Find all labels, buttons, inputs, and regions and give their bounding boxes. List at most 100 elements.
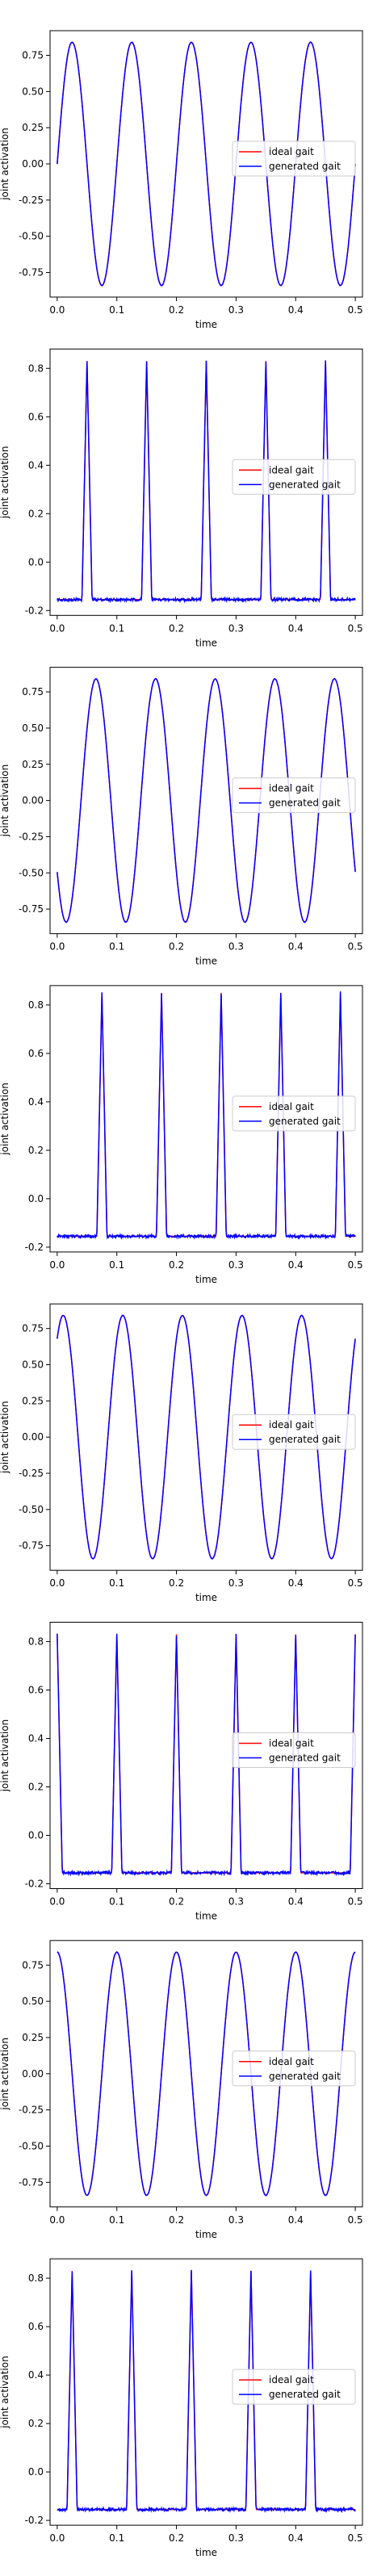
legend-box bbox=[232, 2050, 356, 2087]
legend-box bbox=[232, 459, 356, 495]
y-tick-label: 0.25 bbox=[22, 122, 44, 133]
x-tick-label: 0.3 bbox=[228, 2532, 244, 2544]
legend: ideal gait generated gait bbox=[232, 1414, 356, 1450]
x-tick-label: 0.4 bbox=[288, 1577, 304, 1589]
legend-ideal-label: ideal gait bbox=[269, 1419, 314, 1430]
x-tick-label: 0.3 bbox=[228, 304, 244, 316]
x-tick-label: 0.3 bbox=[228, 941, 244, 953]
y-axis-label: joint activation bbox=[0, 764, 10, 838]
y-tick-label: -0.75 bbox=[19, 1540, 44, 1552]
x-tick-label: 0.1 bbox=[109, 2214, 124, 2226]
x-axis-label: time bbox=[195, 2547, 217, 2558]
x-tick-label: 0.1 bbox=[109, 622, 124, 634]
x-tick-label: 0.0 bbox=[49, 2532, 65, 2544]
x-tick-label: 0.3 bbox=[228, 1577, 244, 1589]
generated-gait-line bbox=[57, 41, 356, 287]
y-tick-label: 0.4 bbox=[28, 1096, 44, 1108]
chart-panel-7: 0.75 0.50 0.25 0.00 -0.25 -0.50 -0.75 0.0 0.1 0.2… bbox=[0, 1940, 363, 2240]
y-axis-label: joint activation bbox=[0, 1083, 10, 1156]
x-tick-label: 0.0 bbox=[49, 2214, 65, 2226]
x-tick-label: 0.2 bbox=[169, 622, 184, 634]
x-tick-label: 0.3 bbox=[228, 622, 244, 634]
legend-box bbox=[232, 1095, 356, 1132]
plot-frame bbox=[49, 985, 363, 1253]
generated-gait-line bbox=[57, 2269, 356, 2514]
legend: ideal gait generated gait bbox=[232, 140, 356, 177]
y-tick-label: -0.75 bbox=[19, 2176, 44, 2188]
x-tick-label: 0.2 bbox=[169, 1577, 184, 1589]
legend-ideal-label: ideal gait bbox=[269, 2056, 314, 2067]
x-tick-label: 0.1 bbox=[109, 941, 124, 953]
plot-frame bbox=[49, 30, 363, 298]
generated-gait-line bbox=[57, 1314, 356, 1560]
x-tick-label: 0.2 bbox=[169, 2532, 184, 2544]
legend-box bbox=[232, 1732, 356, 1768]
generated-gait-line bbox=[57, 360, 356, 604]
chart-panel-5: 0.75 0.50 0.25 0.00 -0.25 -0.50 -0.75 0.0 0.1 0.2… bbox=[0, 1303, 363, 1603]
x-tick-label: 0.1 bbox=[109, 1259, 124, 1271]
y-tick-label: 0.4 bbox=[28, 459, 44, 471]
legend-generated-label: generated gait bbox=[269, 2389, 341, 2400]
legend-ideal-label: ideal gait bbox=[269, 146, 314, 157]
legend: ideal gait generated gait bbox=[232, 777, 356, 814]
x-tick-label: 0.1 bbox=[109, 304, 124, 316]
y-axis-label: joint activation bbox=[0, 128, 10, 201]
chart-panel-4: 0.8 0.6 0.4 0.2 0.0 -0.2 0.0 0.1 0.2 0.3 0.4 0.5 tim… bbox=[0, 985, 363, 1285]
x-tick-label: 0.4 bbox=[288, 2214, 304, 2226]
y-tick-label: 0.8 bbox=[28, 362, 44, 374]
y-tick-label: 0.50 bbox=[22, 723, 44, 734]
legend-box bbox=[232, 140, 356, 177]
y-tick-label: 0.4 bbox=[28, 1733, 44, 1745]
x-tick-label: 0.4 bbox=[288, 1896, 304, 1908]
y-tick-label: -0.75 bbox=[19, 267, 44, 279]
legend: ideal gait generated gait bbox=[232, 2050, 356, 2087]
x-tick-label: 0.2 bbox=[169, 2214, 184, 2226]
y-tick-label: 0.8 bbox=[28, 1636, 44, 1648]
y-tick-label: 0.50 bbox=[22, 1359, 44, 1371]
generated-gait-line bbox=[57, 1950, 356, 2197]
x-tick-label: 0.5 bbox=[348, 2532, 363, 2544]
y-tick-label: -0.2 bbox=[25, 2515, 44, 2526]
y-tick-label: 0.6 bbox=[28, 2321, 44, 2332]
generated-gait-line bbox=[57, 991, 356, 1241]
x-tick-label: 0.1 bbox=[109, 1577, 124, 1589]
x-tick-label: 0.2 bbox=[169, 941, 184, 953]
legend: ideal gait generated gait bbox=[232, 1095, 356, 1132]
y-axis-label: joint activation bbox=[0, 2038, 10, 2111]
y-tick-label: 0.00 bbox=[22, 2068, 44, 2080]
chart-panel-3: 0.75 0.50 0.25 0.00 -0.25 -0.50 -0.75 0.0 0.1 0.2… bbox=[0, 667, 363, 967]
plot-frame bbox=[49, 2258, 363, 2526]
y-tick-label: -0.25 bbox=[19, 831, 44, 842]
y-tick-label: 0.50 bbox=[22, 86, 44, 97]
y-tick-label: 0.2 bbox=[28, 1782, 44, 1793]
y-tick-label: -0.50 bbox=[19, 2140, 44, 2151]
x-tick-label: 0.3 bbox=[228, 2214, 244, 2226]
x-tick-label: 0.4 bbox=[288, 622, 304, 634]
x-tick-label: 0.1 bbox=[109, 2532, 124, 2544]
x-tick-label: 0.5 bbox=[348, 622, 363, 634]
y-tick-label: -0.25 bbox=[19, 195, 44, 206]
legend-generated-label: generated gait bbox=[269, 479, 341, 490]
y-tick-label: 0.6 bbox=[28, 1048, 44, 1059]
x-tick-label: 0.2 bbox=[169, 304, 184, 316]
y-tick-label: -0.25 bbox=[19, 2105, 44, 2116]
y-axis-label: joint activation bbox=[0, 1719, 10, 1793]
chart-panel-2: 0.8 0.6 0.4 0.2 0.0 -0.2 0.0 0.1 0.2 0.3 0.4 0.5 tim… bbox=[0, 348, 363, 648]
x-tick-label: 0.0 bbox=[49, 622, 65, 634]
x-tick-label: 0.4 bbox=[288, 1259, 304, 1271]
legend-generated-label: generated gait bbox=[269, 798, 341, 809]
x-tick-label: 0.5 bbox=[348, 1577, 363, 1589]
x-tick-label: 0.2 bbox=[169, 1896, 184, 1908]
y-tick-label: -0.2 bbox=[25, 1242, 44, 1253]
generated-gait-line bbox=[57, 1633, 356, 1877]
x-tick-label: 0.2 bbox=[169, 1259, 184, 1271]
y-tick-label: 0.75 bbox=[22, 686, 44, 697]
y-tick-label: 0.6 bbox=[28, 411, 44, 422]
x-axis-label: time bbox=[195, 1274, 217, 1285]
legend-generated-label: generated gait bbox=[269, 1753, 341, 1764]
y-tick-label: 0.2 bbox=[28, 2418, 44, 2429]
y-axis-label: joint activation bbox=[0, 1401, 10, 1474]
plot-frame bbox=[49, 348, 363, 616]
x-tick-label: 0.3 bbox=[228, 1259, 244, 1271]
x-tick-label: 0.0 bbox=[49, 1577, 65, 1589]
